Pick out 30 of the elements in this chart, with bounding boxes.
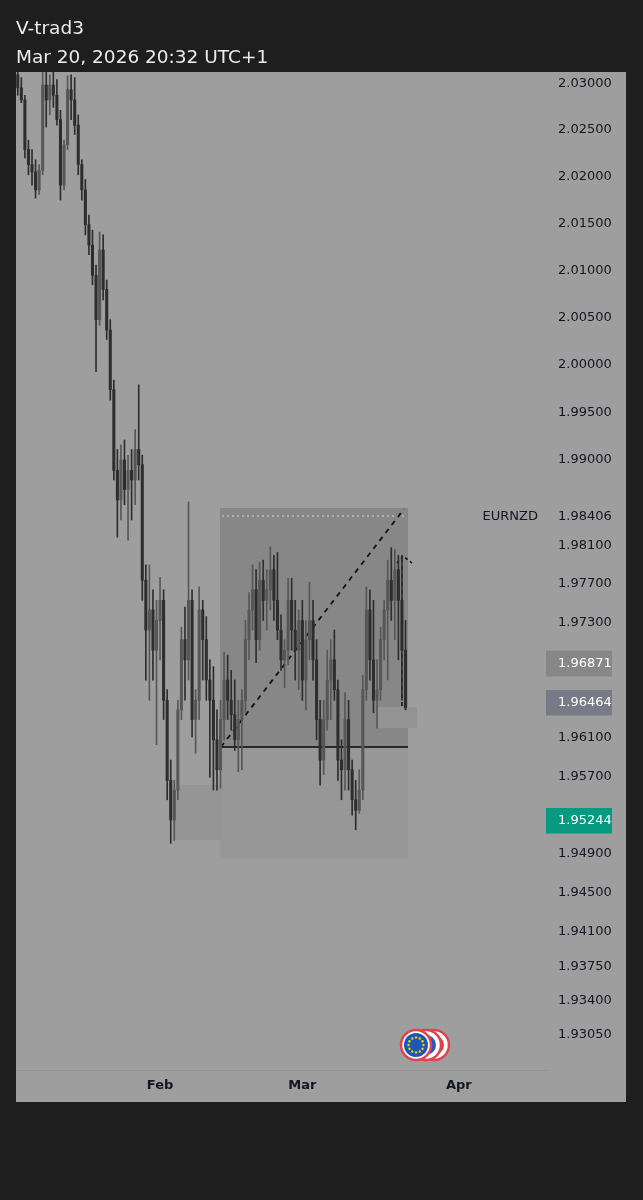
y-tick-label: 1.95244 xyxy=(558,812,612,828)
y-tick-label: 1.99500 xyxy=(558,403,612,419)
y-tick-label: 2.03000 xyxy=(558,74,612,90)
y-tick-label: 1.95700 xyxy=(558,767,612,783)
y-tick-label: 2.01500 xyxy=(558,214,612,230)
y-tick-label: 1.94100 xyxy=(558,923,612,939)
y-tick-label: 1.94900 xyxy=(558,845,612,861)
y-tick-label: 2.02500 xyxy=(558,121,612,137)
y-tick-label: 1.96464 xyxy=(558,694,612,710)
y-tick-label: 1.94500 xyxy=(558,884,612,900)
y-tick-label: 2.00500 xyxy=(558,309,612,325)
y-tick-label: 1.93050 xyxy=(558,1026,612,1042)
y-tick-label: 2.00000 xyxy=(558,356,612,372)
x-tick-label: Mar xyxy=(288,1077,317,1093)
y-tick-label: 1.97300 xyxy=(558,613,612,629)
chart-title: V-trad3 xyxy=(16,16,85,40)
chart-subtitle: Mar 20, 2026 20:32 UTC+1 xyxy=(16,45,269,69)
y-tick-label: 1.98406 xyxy=(558,507,612,523)
y-tick-label: 2.02000 xyxy=(558,168,612,184)
y-tick-label: 1.93400 xyxy=(558,991,612,1007)
y-tick-label: 1.99000 xyxy=(558,451,612,467)
x-tick-label: Feb xyxy=(146,1077,174,1093)
y-tick-label: 1.96871 xyxy=(558,654,612,670)
y-tick-label: 1.93750 xyxy=(558,957,612,973)
y-tick-label: 1.98100 xyxy=(558,537,612,553)
y-tick-label: 2.01000 xyxy=(558,262,612,278)
y-tick-label: 1.97700 xyxy=(558,575,612,591)
y-tick-label: 1.96100 xyxy=(558,729,612,745)
x-tick-label: Apr xyxy=(445,1077,473,1093)
annotation: EURNZD xyxy=(482,507,538,523)
